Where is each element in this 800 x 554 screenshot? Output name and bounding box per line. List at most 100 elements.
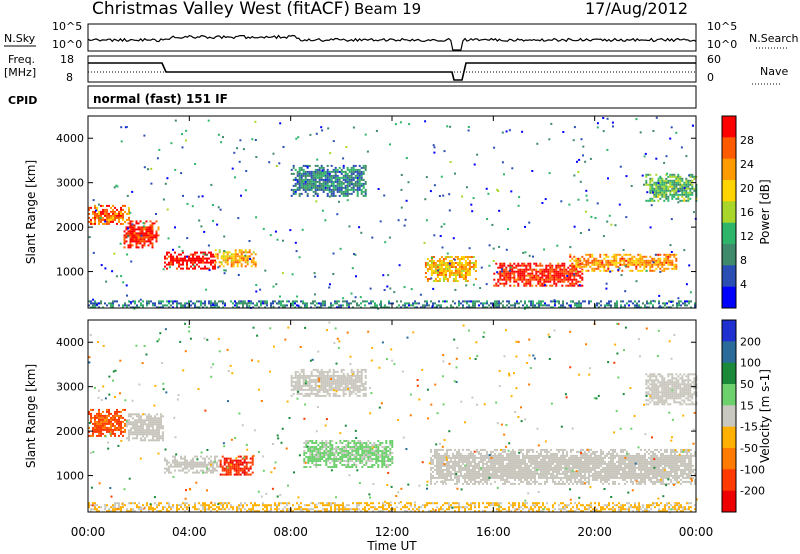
power-cell <box>513 278 516 281</box>
power-cell <box>302 184 305 187</box>
power-cell <box>571 268 574 271</box>
velocity-cell <box>96 420 98 423</box>
power-cell <box>442 280 445 282</box>
power-cell <box>214 261 217 264</box>
velocity-cell <box>470 474 472 477</box>
velocity-cell <box>377 460 380 462</box>
power-cell <box>125 240 128 243</box>
power-cell <box>513 274 516 277</box>
power-cell <box>232 255 235 258</box>
power-cell <box>312 302 314 305</box>
velocity-cell <box>102 424 104 427</box>
velocity-cell <box>506 468 508 471</box>
velocity-cell <box>90 414 92 417</box>
power-cell <box>336 306 338 309</box>
power-cell <box>100 214 102 217</box>
power-cell <box>310 172 313 175</box>
power-cell <box>631 261 634 264</box>
power-cell <box>503 274 506 277</box>
velocity-cell <box>490 466 492 469</box>
velocity-cell <box>432 460 434 463</box>
power-cell <box>643 261 646 264</box>
power-cell <box>360 192 363 195</box>
power-cell <box>238 261 241 264</box>
velocity-cell <box>106 414 108 417</box>
power-cell <box>501 131 504 134</box>
power-cell <box>691 191 694 194</box>
power-cell <box>292 172 295 175</box>
power-cell <box>104 267 107 270</box>
velocity-cell <box>351 458 354 460</box>
velocity-cell <box>184 459 186 462</box>
power-cell <box>539 272 542 275</box>
power-cell <box>277 302 280 305</box>
power-cell <box>639 255 642 258</box>
power-cell <box>689 181 692 184</box>
power-cell <box>154 302 156 305</box>
velocity-cell <box>349 452 352 454</box>
power-cell <box>316 158 319 161</box>
power-cell <box>308 164 311 167</box>
velocity-cell <box>438 468 440 471</box>
velocity-cell <box>341 454 344 456</box>
power-cell <box>532 306 534 309</box>
velocity-cell <box>454 462 456 465</box>
power-cell <box>480 266 483 269</box>
velocity-cell <box>480 458 482 461</box>
velocity-cell <box>365 446 368 448</box>
power-cell <box>472 268 475 270</box>
velocity-cell <box>528 472 530 475</box>
power-cell <box>350 172 353 175</box>
power-cell <box>499 270 502 273</box>
power-cell <box>246 255 249 258</box>
power-cell <box>236 304 238 307</box>
velocity-cell <box>251 463 254 466</box>
power-cell <box>397 219 400 222</box>
power-cell <box>655 183 658 186</box>
power-cell <box>563 262 566 265</box>
velocity-cell <box>355 446 358 448</box>
power-cell <box>92 302 94 305</box>
velocity-cell <box>385 442 388 444</box>
power-cell <box>555 266 558 269</box>
power-cell <box>567 270 570 273</box>
velocity-cell <box>528 458 530 461</box>
velocity-cell <box>180 455 182 458</box>
velocity-cell <box>470 456 472 459</box>
power-cell <box>675 259 678 262</box>
velocity-cell <box>502 482 504 485</box>
velocity-cell <box>446 448 448 451</box>
power-cell <box>565 272 568 275</box>
power-cell <box>446 278 449 280</box>
velocity-cell <box>110 416 112 419</box>
velocity-cell <box>472 456 474 459</box>
power-cell <box>143 166 146 169</box>
power-cell <box>587 257 590 260</box>
velocity-cell <box>530 462 532 465</box>
power-cell <box>222 251 225 254</box>
power-cell <box>530 302 532 305</box>
velocity-cell <box>446 476 448 479</box>
velocity-cell <box>520 458 522 461</box>
power-cell <box>330 184 333 187</box>
velocity-cell <box>325 442 328 444</box>
velocity-cell <box>227 457 230 460</box>
velocity-cell <box>331 446 334 448</box>
power-cell <box>296 304 298 307</box>
power-cell <box>602 235 605 238</box>
power-cell <box>573 276 576 279</box>
power-cell <box>112 208 114 211</box>
velocity-cell <box>436 476 438 479</box>
power-cell <box>466 280 469 282</box>
velocity-cell <box>478 482 480 485</box>
velocity-cell <box>454 468 456 471</box>
power-cell <box>244 257 247 260</box>
power-cell <box>258 300 260 303</box>
velocity-cell <box>303 454 306 456</box>
velocity-cell <box>130 433 132 436</box>
power-cell <box>354 176 357 179</box>
power-cell <box>424 262 427 264</box>
power-cell <box>222 300 224 303</box>
mhz-label: [MHz] <box>4 66 36 79</box>
power-cell <box>330 302 332 305</box>
